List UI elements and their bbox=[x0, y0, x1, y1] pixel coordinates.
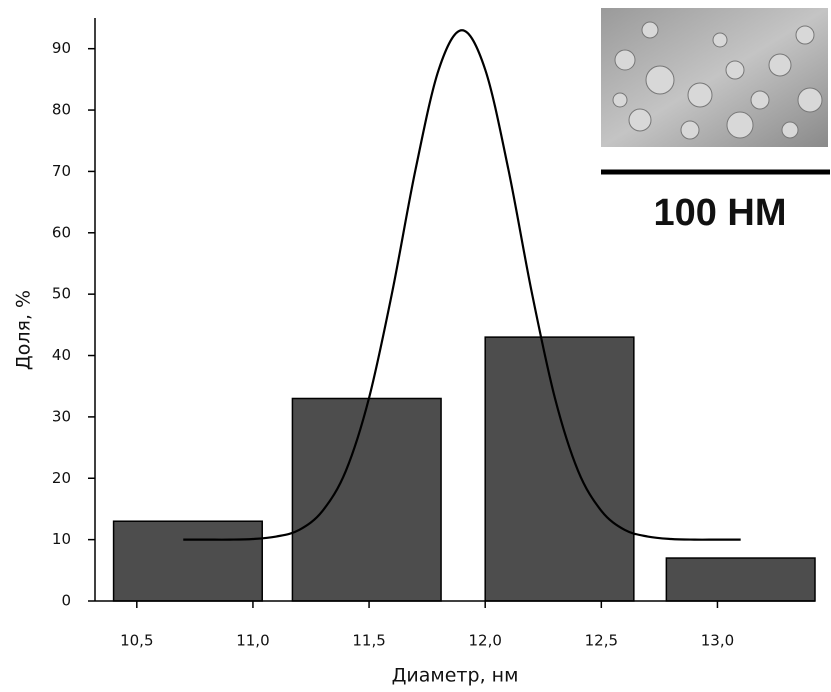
inset-image bbox=[601, 8, 828, 147]
x-tick-label: 11,0 bbox=[236, 632, 269, 650]
y-tick-label: 90 bbox=[52, 39, 71, 57]
fit-curve bbox=[183, 29, 741, 541]
scale-label: 100 НМ bbox=[653, 192, 786, 234]
y-tick-label: 50 bbox=[52, 285, 71, 303]
bar bbox=[484, 336, 635, 602]
x-tick-label: 13,0 bbox=[701, 632, 734, 650]
y-tick-label: 10 bbox=[52, 530, 71, 548]
bar bbox=[665, 557, 816, 602]
y-tick-label: 0 bbox=[61, 592, 71, 610]
y-tick-label: 80 bbox=[52, 101, 71, 119]
y-tick-label: 20 bbox=[52, 469, 71, 487]
bar bbox=[291, 397, 442, 602]
x-tick-label: 12,5 bbox=[585, 632, 618, 650]
x-tick-label: 11,5 bbox=[352, 632, 385, 650]
y-tick-label: 30 bbox=[52, 407, 71, 425]
y-tick-label: 40 bbox=[52, 346, 71, 364]
y-axis-label: Доля, % bbox=[13, 290, 35, 370]
x-tick-label: 10,5 bbox=[120, 632, 153, 650]
y-tick-label: 60 bbox=[52, 223, 71, 241]
x-tick-label: 12,0 bbox=[468, 632, 501, 650]
y-tick-label: 70 bbox=[52, 162, 71, 180]
x-axis-label: Диаметр, нм bbox=[392, 665, 519, 687]
bar bbox=[112, 520, 263, 602]
